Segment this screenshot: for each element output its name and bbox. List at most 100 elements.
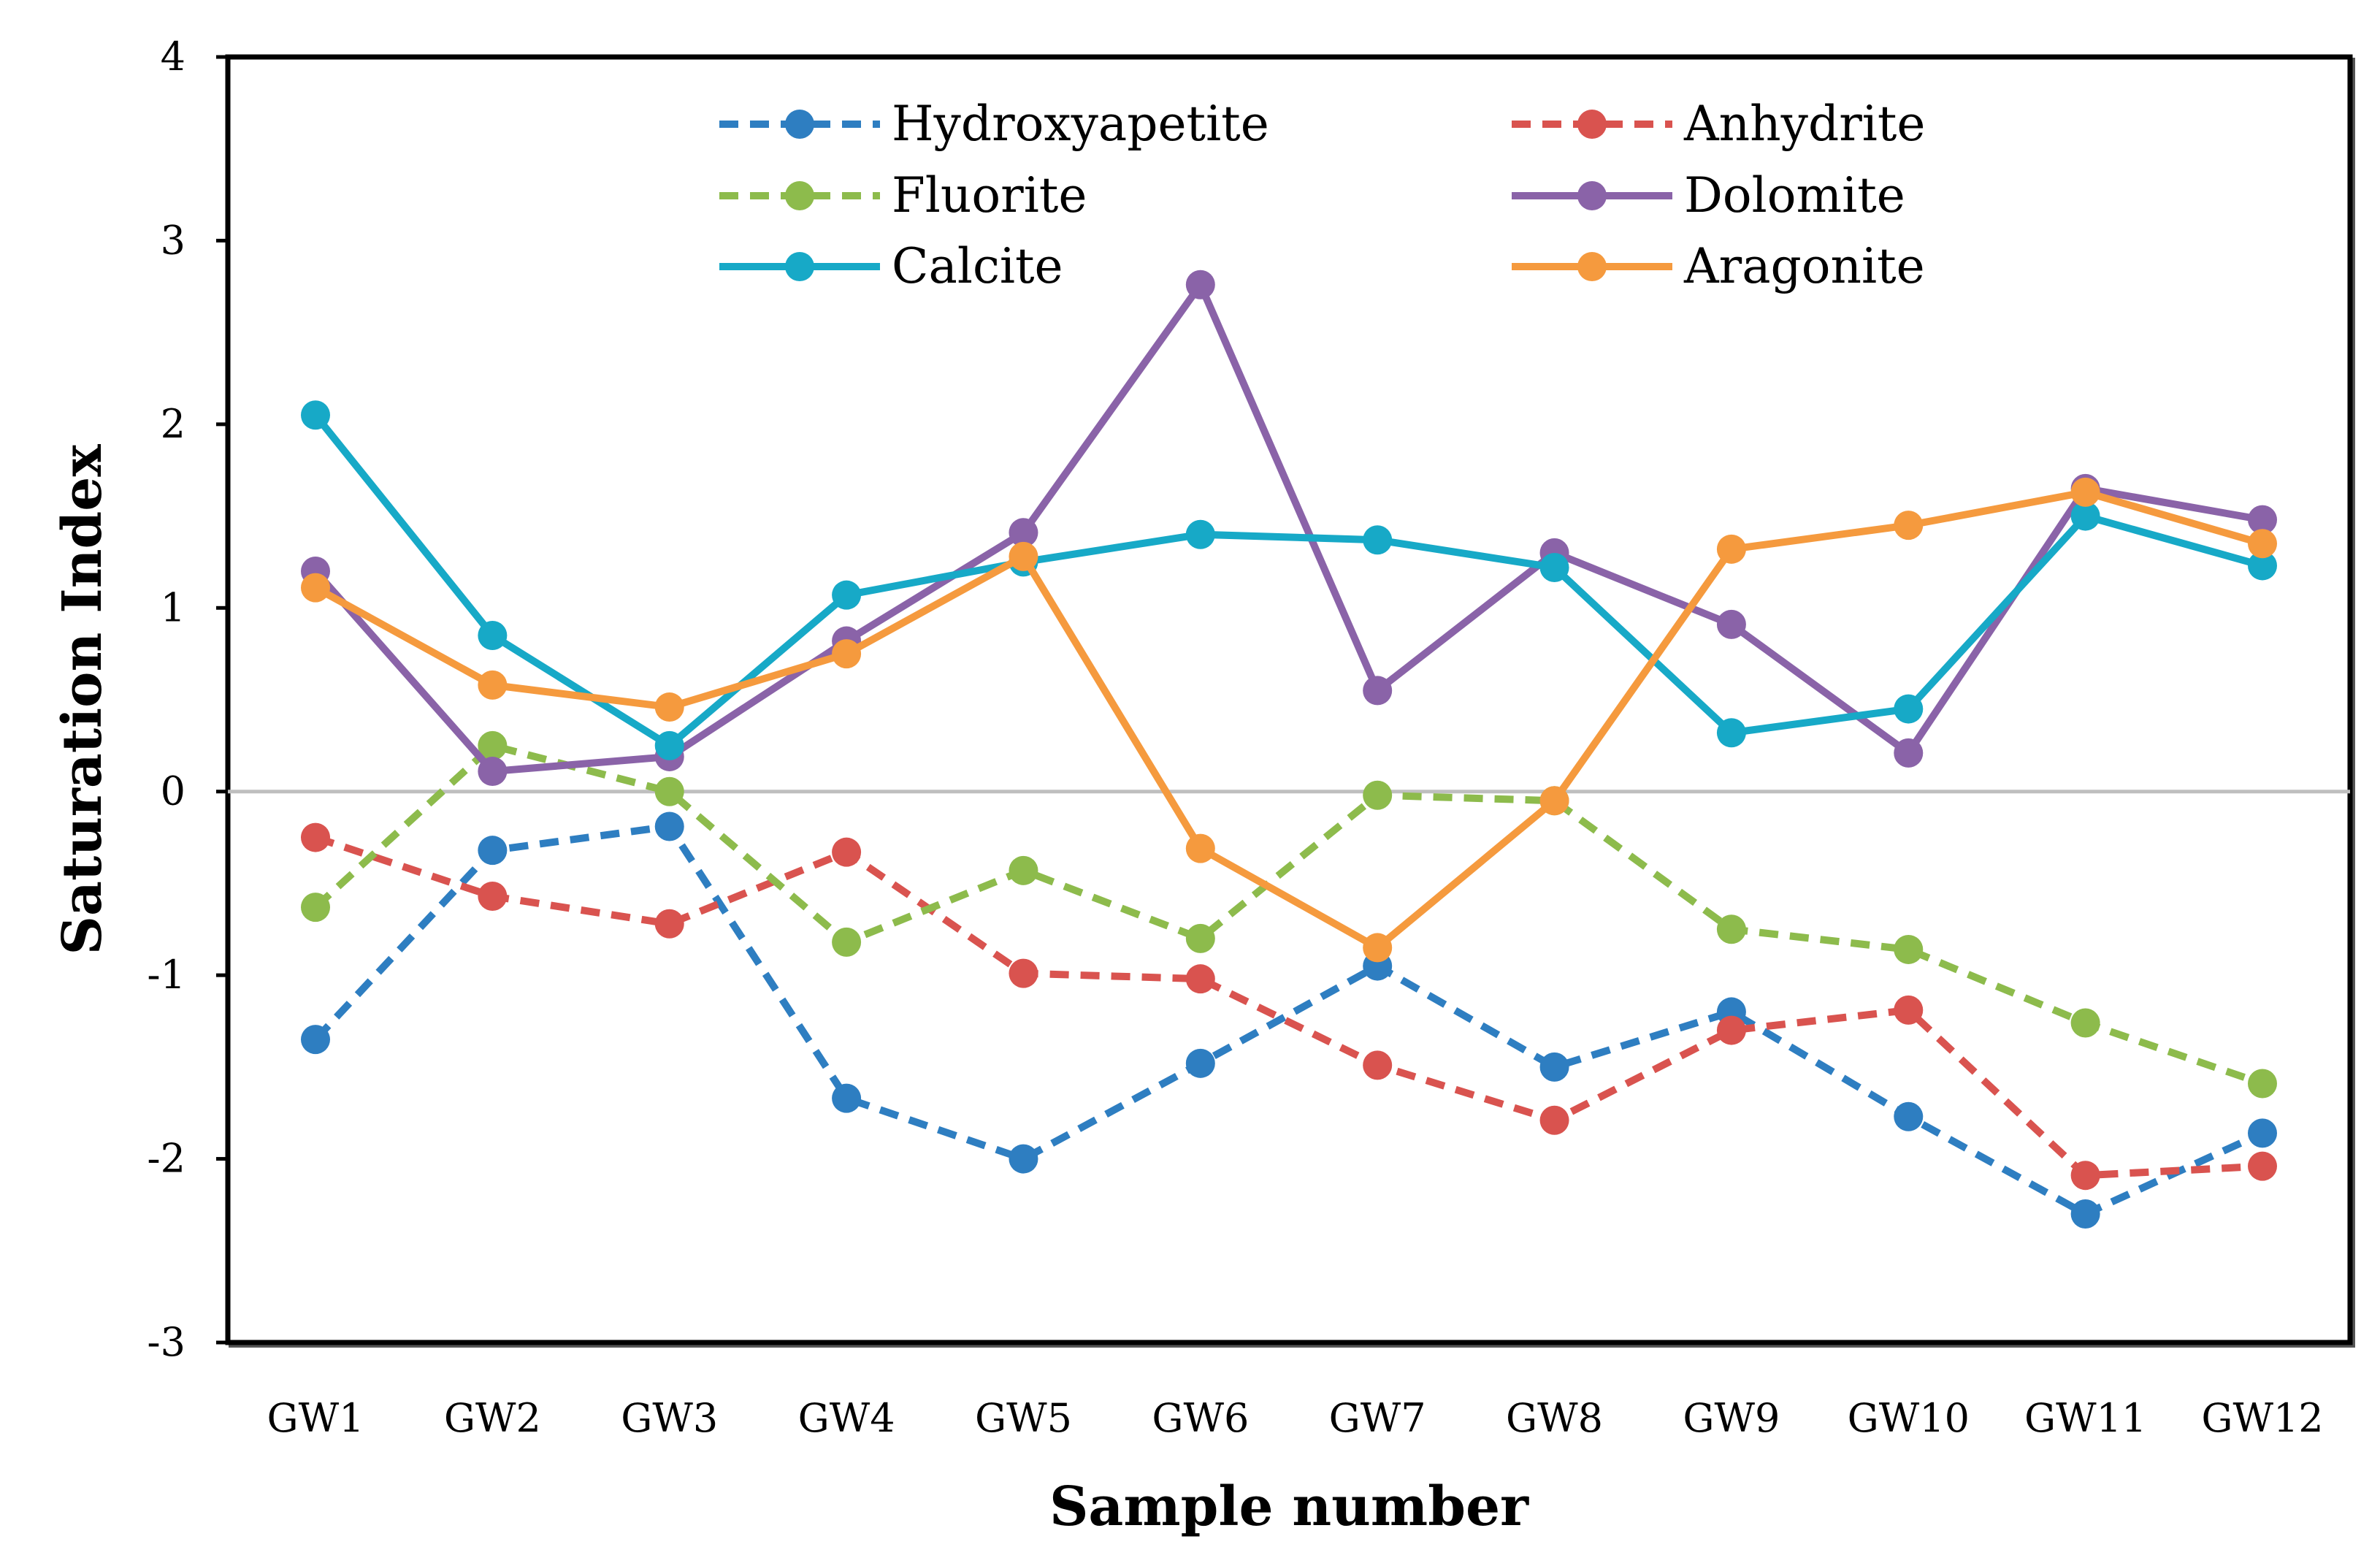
data-point (478, 882, 508, 912)
y-tick-label: 4 (161, 34, 185, 80)
legend-item: Fluorite (719, 167, 1087, 224)
data-point (1716, 914, 1746, 944)
data-point (1185, 923, 1215, 953)
data-point (2070, 477, 2100, 507)
y-tick-label: 0 (161, 768, 185, 814)
data-point (832, 1083, 862, 1113)
x-tick-label: GW9 (1683, 1395, 1780, 1441)
data-point (1009, 518, 1038, 548)
data-point (1185, 519, 1215, 549)
series-fluorite (301, 730, 2277, 1099)
data-point (832, 639, 862, 669)
series-line (313, 413, 2264, 749)
series-anhydrite (301, 822, 2277, 1191)
data-point (1716, 609, 1746, 639)
y-tick-label: 3 (161, 217, 185, 263)
data-point (2248, 1151, 2277, 1181)
data-point (654, 692, 684, 722)
legend-swatch-marker (1577, 252, 1607, 281)
legend-label: Fluorite (892, 167, 1087, 224)
x-tick-label: GW10 (1848, 1395, 1970, 1441)
legend-item: Calcite (719, 238, 1063, 294)
y-tick-label: 1 (161, 584, 185, 630)
legend-swatch-marker (1577, 110, 1607, 139)
data-point (301, 822, 330, 852)
y-axis-title: Saturation Index (51, 444, 114, 955)
data-point (1363, 525, 1393, 555)
series-line (314, 833, 2263, 1180)
y-tick-label: -3 (147, 1319, 185, 1365)
legend-item: Dolomite (1512, 167, 1905, 224)
x-tick-label: GW5 (975, 1395, 1072, 1441)
series-line (313, 822, 2265, 1218)
legend-item: Anhydrite (1512, 96, 1925, 152)
data-point (301, 400, 330, 430)
x-tick-label: GW3 (621, 1395, 718, 1441)
legend-label: Anhydrite (1683, 96, 1925, 152)
data-point (832, 837, 862, 867)
data-point (1539, 786, 1569, 816)
data-point (2070, 1161, 2100, 1191)
data-point (832, 927, 862, 957)
data-point (1363, 933, 1393, 963)
data-point (1363, 676, 1393, 706)
x-tick-label: GW6 (1152, 1395, 1249, 1441)
x-tick-label: GW1 (267, 1395, 364, 1441)
data-point (1894, 511, 1924, 541)
data-point (1894, 738, 1924, 768)
data-point (1009, 855, 1038, 885)
y-tick-label: -1 (147, 952, 185, 998)
x-tick-label: GW7 (1329, 1395, 1426, 1441)
data-point (1539, 1052, 1569, 1082)
legend-label: Calcite (892, 238, 1063, 294)
x-tick-label: GW12 (2201, 1395, 2323, 1441)
plot-border (225, 54, 2353, 1345)
data-point (478, 730, 508, 760)
data-point (301, 1025, 330, 1055)
data-point (832, 580, 862, 610)
legend-label: Dolomite (1684, 167, 1905, 224)
data-point (654, 776, 684, 806)
series-line (313, 488, 2264, 952)
x-tick-label: GW4 (798, 1395, 895, 1441)
plot-area (225, 54, 2355, 1348)
x-tick-label: GW8 (1506, 1395, 1603, 1441)
data-point (1185, 833, 1215, 863)
series-line (313, 741, 2264, 1088)
data-point (2070, 1008, 2100, 1038)
series-calcite (301, 400, 2277, 760)
legend-swatch-marker (1577, 181, 1607, 210)
data-point (2248, 1118, 2277, 1148)
data-point (1363, 1050, 1393, 1080)
data-point (1185, 1048, 1215, 1078)
data-point (1185, 964, 1215, 994)
legend-label: Aragonite (1683, 238, 1925, 294)
series-group (301, 270, 2277, 1229)
data-point (1009, 958, 1038, 988)
x-tick-label: GW11 (2024, 1395, 2146, 1441)
data-point (1894, 934, 1924, 964)
data-point (1539, 552, 1569, 582)
data-point (2070, 501, 2100, 531)
data-point (1363, 780, 1393, 810)
data-point (1716, 1015, 1746, 1045)
series-line (313, 280, 2263, 776)
legend-swatch-marker (785, 252, 814, 281)
data-point (301, 573, 330, 603)
data-point (1716, 718, 1746, 748)
data-point (654, 730, 684, 760)
data-point (478, 621, 508, 650)
x-tick-label: GW2 (444, 1395, 541, 1441)
data-point (2248, 551, 2277, 581)
legend-item: Aragonite (1512, 238, 1925, 294)
legend-swatch-marker (785, 110, 814, 139)
legend-swatch-marker (785, 181, 814, 210)
legend: Hydroxyapetite Anhydrite Fluorite Dolomite C… (719, 96, 1925, 294)
data-point (2248, 529, 2277, 559)
series-aragonite (301, 477, 2277, 963)
y-tick-label: 2 (161, 401, 185, 447)
data-point (1539, 1105, 1569, 1135)
data-point (1009, 541, 1038, 571)
y-tick-label: -2 (147, 1136, 185, 1182)
